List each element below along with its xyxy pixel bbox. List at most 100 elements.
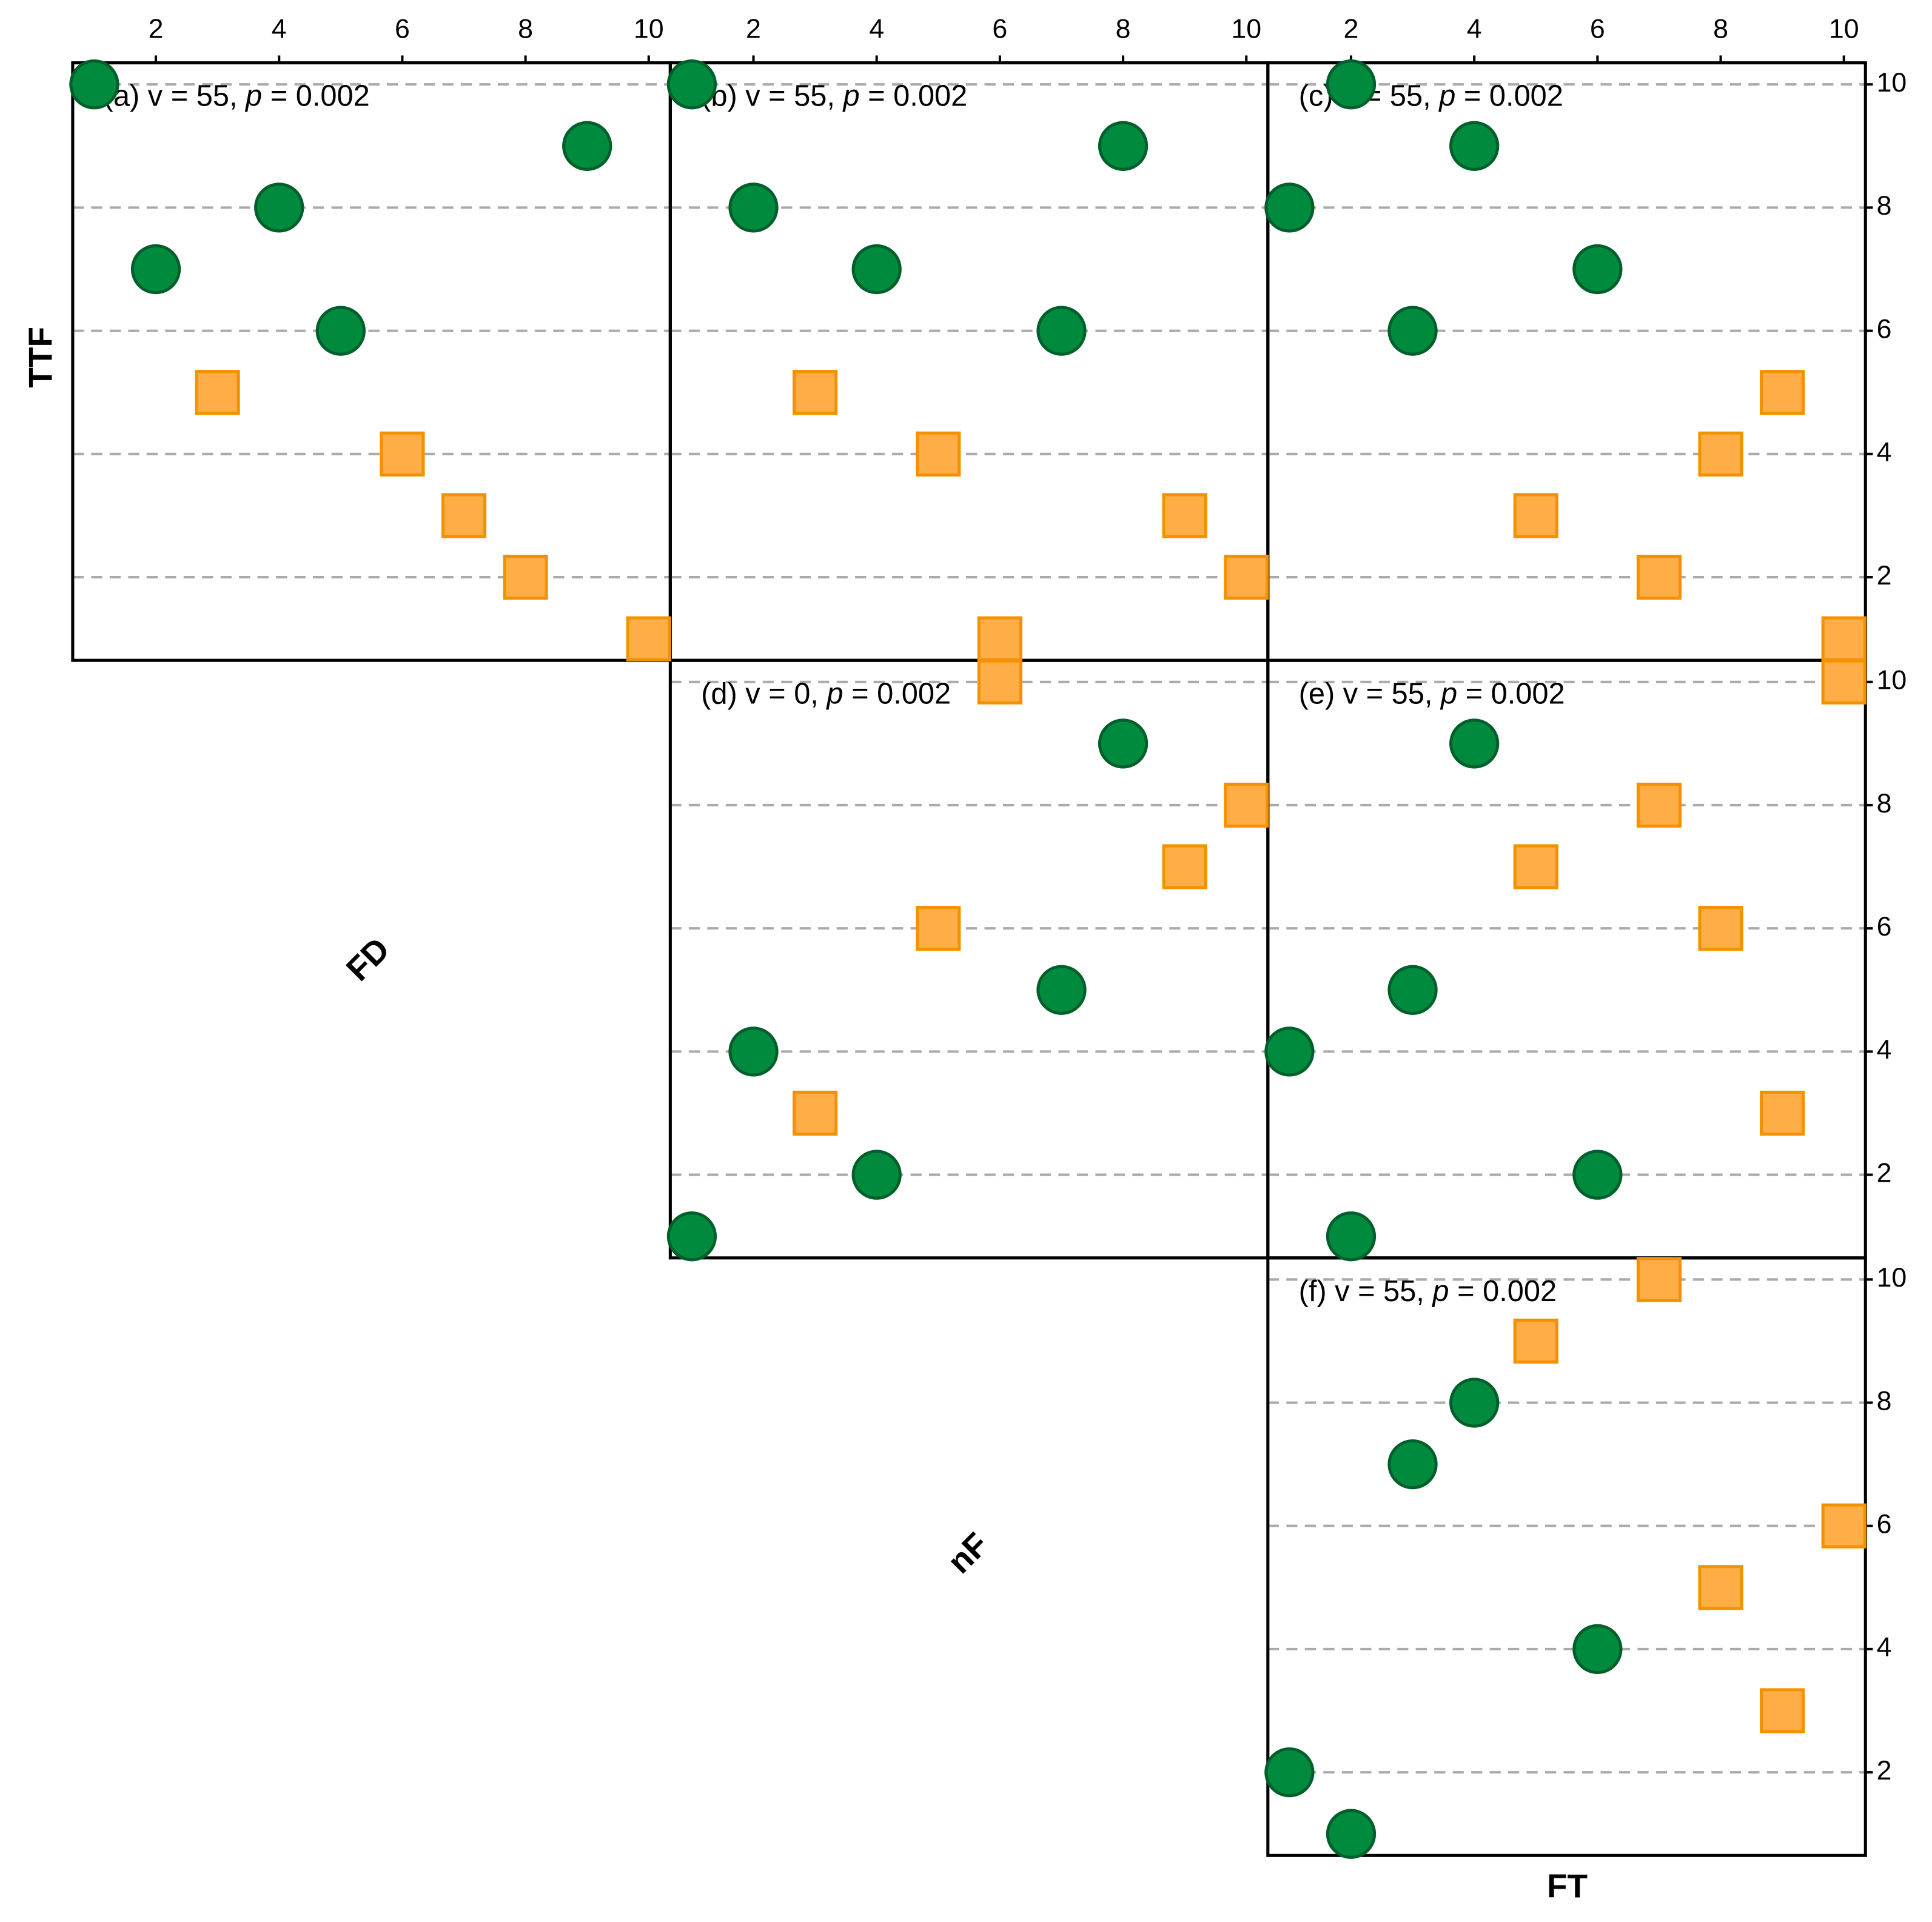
panel-title: (e) v = 55, p = 0.002 (1299, 677, 1565, 710)
panel-title-part: p (1431, 1275, 1449, 1308)
point (1326, 1211, 1377, 1262)
panel-title-part: (e) v = 55, (1299, 677, 1441, 710)
panel-frame (1266, 61, 1867, 662)
y-tick-label: 8 (1877, 789, 1892, 819)
point (666, 59, 717, 110)
variable-label: nF (940, 1525, 995, 1581)
point (1264, 1747, 1315, 1798)
variable-label: FT (1547, 1867, 1588, 1905)
panel-title: (a) v = 55, p = 0.002 (104, 80, 370, 113)
point (1036, 306, 1087, 356)
point (1098, 121, 1149, 171)
point (1760, 1688, 1805, 1733)
point (1760, 370, 1805, 415)
point (441, 493, 487, 538)
y-tick-label: 10 (1877, 1263, 1907, 1293)
point (1449, 1378, 1500, 1428)
point (1821, 616, 1867, 661)
point (1264, 182, 1315, 233)
point (851, 244, 902, 295)
point (1264, 1026, 1315, 1077)
x-tick-label: 10 (634, 15, 664, 44)
x-tick-label: 8 (518, 15, 533, 44)
panel-title-part: p (842, 80, 860, 113)
x-tick-label: 10 (1829, 15, 1859, 44)
x-tick-label: 4 (272, 15, 287, 44)
panel-title: (b) v = 55, p = 0.002 (701, 80, 967, 113)
point (1387, 1439, 1438, 1490)
x-tick-label: 2 (149, 15, 164, 44)
y-tick-label: 6 (1877, 912, 1892, 942)
y-tick-label: 2 (1877, 1756, 1892, 1786)
panel-title-part: (f) v = 55, (1299, 1275, 1433, 1308)
point (1572, 244, 1623, 295)
point (728, 182, 779, 233)
y-tick-label: 8 (1877, 191, 1892, 221)
point (916, 431, 961, 477)
panel-frame (1266, 1256, 1867, 1857)
point (1326, 1809, 1377, 1859)
point (1224, 554, 1269, 600)
panel-title-part: = 0.002 (262, 80, 370, 113)
y-tick-label: 10 (1877, 68, 1907, 98)
point (1326, 59, 1377, 110)
panel-title-part: p (825, 677, 843, 710)
point (1162, 844, 1207, 889)
y-tick-label: 4 (1877, 1633, 1892, 1662)
panel-title-part: p (1438, 80, 1455, 113)
panel-frame (668, 61, 1270, 662)
x-tick-label: 8 (1116, 15, 1131, 44)
variable-label: TTF (22, 327, 59, 388)
point (793, 1090, 838, 1136)
y-tick-label: 2 (1877, 561, 1892, 591)
panel-frame (668, 658, 1270, 1260)
x-tick-label: 6 (395, 15, 410, 44)
panel-title-part: p (1440, 677, 1457, 710)
point (728, 1026, 779, 1077)
point (1449, 121, 1500, 171)
panel-title-part: = 0.002 (1449, 1275, 1557, 1308)
panel-title-part: = 0.002 (1457, 677, 1565, 710)
point (793, 370, 838, 415)
point (1387, 965, 1438, 1015)
y-tick-label: 4 (1877, 1035, 1892, 1065)
point (626, 616, 671, 661)
point (1698, 431, 1743, 477)
x-tick-label: 2 (746, 15, 761, 44)
point (69, 59, 119, 110)
panel-frame (1266, 658, 1867, 1260)
point (1387, 306, 1438, 356)
marks (69, 59, 1867, 1859)
point (380, 431, 425, 477)
y-tick-label: 6 (1877, 1510, 1892, 1539)
panel-title-part: = 0.002 (1455, 80, 1563, 113)
y-tick-label: 4 (1877, 438, 1892, 467)
x-tick-label: 10 (1231, 15, 1261, 44)
y-tick-label: 10 (1877, 666, 1907, 695)
y-tick-label: 8 (1877, 1386, 1892, 1416)
point (1036, 965, 1087, 1015)
point (977, 659, 1022, 705)
point (1636, 782, 1682, 828)
panel-title-part: (d) v = 0, (701, 677, 827, 710)
x-tick-label: 6 (992, 15, 1007, 44)
frames: 2 4 6 8 10 (a) v = 55, p = 0.002 2 4 6 8 10 (b) v =… (71, 15, 1907, 1857)
point (503, 554, 548, 600)
variable-label: FD (339, 930, 397, 988)
point (916, 906, 961, 951)
point (1513, 844, 1558, 889)
point (1821, 659, 1867, 705)
point (1636, 1257, 1682, 1302)
point (1513, 493, 1558, 538)
point (1760, 1090, 1805, 1136)
point (254, 182, 304, 233)
point (195, 370, 240, 415)
point (1513, 1318, 1558, 1364)
panel-title-part: p (244, 80, 262, 113)
point (1636, 554, 1682, 600)
point (1162, 493, 1207, 538)
point (666, 1211, 717, 1262)
panel-title-part: = 0.002 (844, 677, 951, 710)
